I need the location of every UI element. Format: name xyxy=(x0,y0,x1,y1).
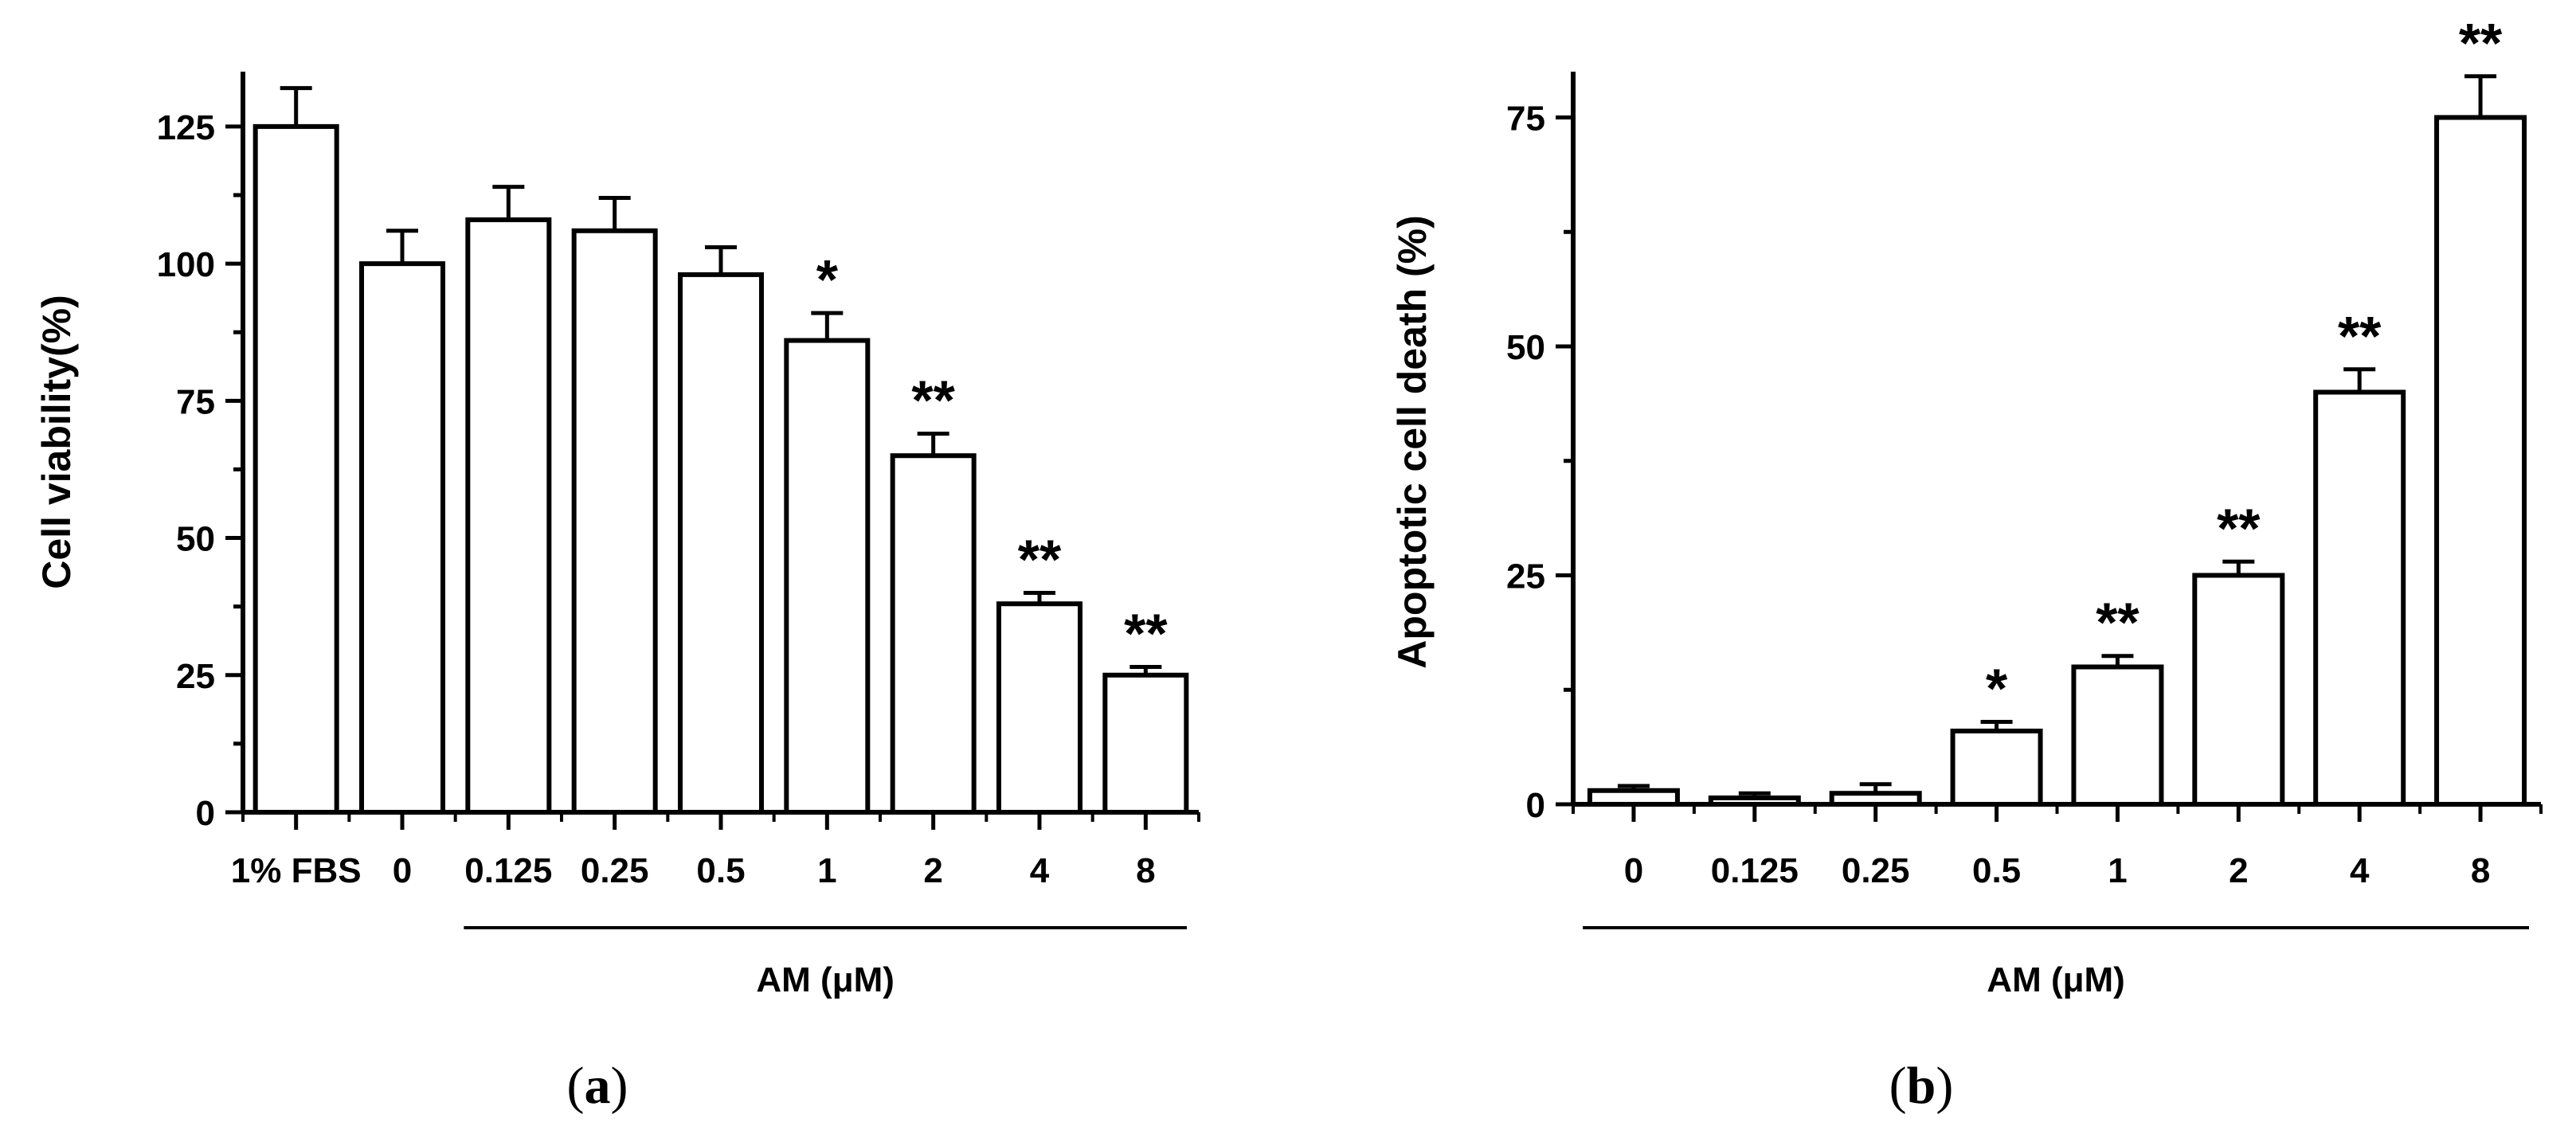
x-tick-label-b: 8 xyxy=(2471,851,2490,890)
panel-letter-b: b xyxy=(1907,1057,1936,1115)
group-label-b: AM (μM) xyxy=(1987,960,2125,999)
significance-mark-a: ** xyxy=(1124,602,1168,664)
significance-mark-a: * xyxy=(816,248,839,311)
panel-letter-a: a xyxy=(585,1057,611,1115)
x-tick-label-b: 0.25 xyxy=(1842,851,1910,890)
x-tick-label-a: 0.5 xyxy=(696,851,745,890)
y-tick-label-b: 0 xyxy=(1526,786,1545,825)
y-tick-label-a: 50 xyxy=(176,520,215,559)
bar-a xyxy=(996,601,1082,815)
significance-mark-b: ** xyxy=(2217,497,2261,559)
bar-b xyxy=(1708,795,1801,807)
y-tick-label-a: 100 xyxy=(157,245,215,284)
bar-a xyxy=(1102,672,1189,815)
y-tick-label-a: 0 xyxy=(196,794,215,833)
y-axis-title-b: Apoptotic cell death (%) xyxy=(1390,215,1435,668)
x-tick-label-b: 4 xyxy=(2350,851,2370,890)
group-label-a: AM (μM) xyxy=(756,960,895,999)
significance-mark-b: * xyxy=(1986,658,2008,720)
bar-a xyxy=(678,272,764,815)
bar-a xyxy=(465,217,552,815)
chart-b: 0 25 50 75 0 0.125 0.25 * 0.5 ** 1 ** 2 ** 4 ** 8 AM (μM)… xyxy=(1390,12,2543,1115)
significance-mark-b: ** xyxy=(2096,592,2139,654)
bar-a xyxy=(890,453,977,815)
significance-mark-a: ** xyxy=(1018,528,1062,590)
bar-b xyxy=(2313,389,2406,807)
x-tick-label-a: 1 xyxy=(817,851,836,890)
y-tick-label-a: 125 xyxy=(157,108,215,147)
x-tick-label-a: 2 xyxy=(923,851,942,890)
bar-b xyxy=(1950,729,2043,807)
bar-a xyxy=(253,123,339,815)
x-tick-label-a: 0 xyxy=(393,851,412,890)
x-tick-label-a: 0.25 xyxy=(581,851,649,890)
y-tick-label-a: 75 xyxy=(176,382,215,421)
x-tick-label-a: 1% FBS xyxy=(231,851,362,890)
bar-a xyxy=(571,228,658,815)
x-tick-label-a: 8 xyxy=(1136,851,1155,890)
bar-b xyxy=(1829,791,1922,807)
bar-b xyxy=(2434,115,2527,807)
x-tick-label-b: 0.5 xyxy=(1972,851,2021,890)
y-tick-label-b: 50 xyxy=(1506,328,1545,367)
significance-mark-b: ** xyxy=(2459,12,2503,74)
x-tick-label-b: 0 xyxy=(1624,851,1643,890)
panel-label-b: (b) xyxy=(1889,1057,1954,1115)
y-axis-title-a: Cell viability(%) xyxy=(34,295,79,589)
x-tick-label-b: 1 xyxy=(2108,851,2127,890)
y-tick-label-b: 75 xyxy=(1506,100,1545,139)
bar-a xyxy=(784,338,871,815)
bar-b xyxy=(2192,573,2285,807)
bar-b xyxy=(2071,664,2164,807)
significance-mark-b: ** xyxy=(2338,305,2382,367)
x-tick-label-a: 0.125 xyxy=(464,851,552,890)
bar-a xyxy=(359,261,445,815)
y-tick-label-b: 25 xyxy=(1506,557,1545,596)
x-tick-label-b: 0.125 xyxy=(1711,851,1799,890)
x-tick-label-a: 4 xyxy=(1030,851,1050,890)
y-tick-label-a: 25 xyxy=(176,657,215,696)
chart-a: 0 25 50 75 100 125 1% FBS 0 0.125 0.25 0.5 * 1 ** 2 ** 4… xyxy=(34,72,1200,1115)
x-tick-label-b: 2 xyxy=(2229,851,2248,890)
panel-label-a: (a) xyxy=(567,1057,628,1115)
bar-b xyxy=(1587,788,1680,807)
significance-mark-a: ** xyxy=(911,369,955,432)
